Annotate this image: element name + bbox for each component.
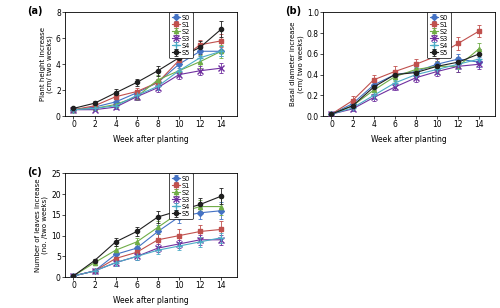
X-axis label: Week after planting: Week after planting [113,135,189,144]
Y-axis label: Number of leaves increase
(no. /two weeks): Number of leaves increase (no. /two week… [35,179,48,272]
X-axis label: Week after planting: Week after planting [371,135,447,144]
Text: (b): (b) [285,6,302,16]
Legend: S0, S1, S2, S3, S4, S5: S0, S1, S2, S3, S4, S5 [169,12,192,58]
Legend: S0, S1, S2, S3, S4, S5: S0, S1, S2, S3, S4, S5 [427,12,450,58]
Y-axis label: Plant height increase
(cm/ two weeks): Plant height increase (cm/ two weeks) [40,27,53,101]
Text: (c): (c) [27,167,42,177]
Y-axis label: Basal diameter increase
(cm/ two weeks): Basal diameter increase (cm/ two weeks) [290,22,304,107]
X-axis label: Week after planting: Week after planting [113,296,189,305]
Text: (a): (a) [27,6,42,16]
Legend: S0, S1, S2, S3, S4, S5: S0, S1, S2, S3, S4, S5 [169,173,192,219]
